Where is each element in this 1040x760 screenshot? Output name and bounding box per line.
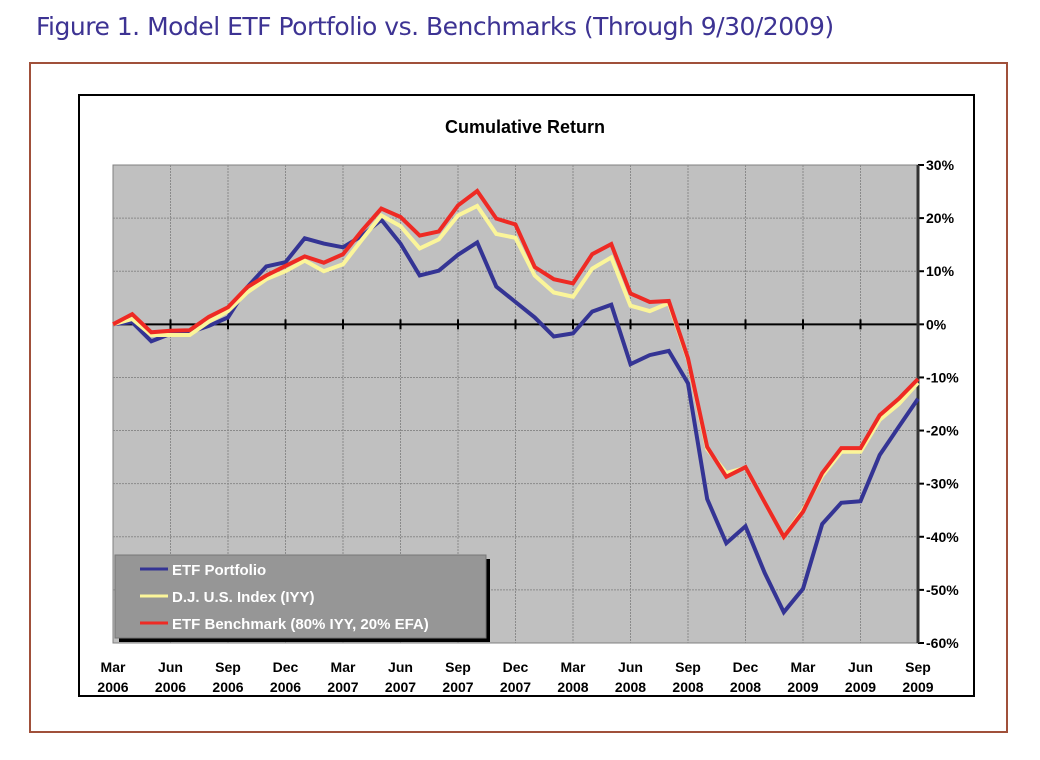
legend-box — [114, 554, 487, 639]
x-tick-label-year: 2008 — [730, 679, 761, 695]
x-tick-label-year: 2006 — [270, 679, 301, 695]
y-tick-label: 0% — [926, 316, 947, 332]
x-tick-label-month: Dec — [273, 659, 299, 675]
x-tick-label-month: Jun — [158, 659, 183, 675]
y-tick-label: -60% — [926, 635, 959, 651]
x-tick-label-month: Jun — [848, 659, 873, 675]
x-tick-label-year: 2009 — [845, 679, 876, 695]
y-tick-label: -30% — [926, 476, 959, 492]
x-tick-label-year: 2007 — [385, 679, 416, 695]
x-tick-label-year: 2007 — [442, 679, 473, 695]
x-tick-label-month: Mar — [561, 659, 586, 675]
figure-border — [29, 62, 1008, 733]
figure-title: Figure 1. Model ETF Portfolio vs. Benchm… — [36, 12, 834, 41]
x-tick-label-month: Sep — [445, 659, 471, 675]
series-line-etf-benchmark — [112, 188, 920, 541]
y-tick-label: 10% — [926, 263, 955, 279]
x-tick-label-year: 2008 — [672, 679, 703, 695]
x-tick-label-year: 2009 — [787, 679, 818, 695]
y-tick-label: -20% — [926, 423, 959, 439]
x-tick-label-month: Dec — [733, 659, 759, 675]
x-tick-label-month: Sep — [905, 659, 931, 675]
x-tick-label-month: Jun — [618, 659, 643, 675]
x-tick-label-month: Mar — [331, 659, 356, 675]
x-tick-label-month: Sep — [215, 659, 241, 675]
x-tick-label-year: 2008 — [557, 679, 588, 695]
x-tick-label-month: Mar — [791, 659, 816, 675]
y-tick-label: -10% — [926, 369, 959, 385]
x-tick-label-year: 2006 — [97, 679, 128, 695]
x-tick-label-month: Sep — [675, 659, 701, 675]
legend-label: D.J. U.S. Index (IYY) — [172, 589, 315, 606]
x-tick-label-month: Jun — [388, 659, 413, 675]
legend-label: ETF Portfolio — [172, 562, 266, 579]
x-tick-label-month: Mar — [101, 659, 126, 675]
x-tick-label-year: 2009 — [902, 679, 933, 695]
y-tick-label: -50% — [926, 582, 959, 598]
legend-label: ETF Benchmark (80% IYY, 20% EFA) — [172, 616, 429, 633]
x-tick-label-year: 2007 — [500, 679, 531, 695]
y-tick-label: 20% — [926, 210, 955, 226]
y-tick-label: 30% — [926, 157, 955, 173]
x-tick-label-month: Dec — [503, 659, 529, 675]
x-tick-label-year: 2007 — [327, 679, 358, 695]
x-tick-label-year: 2006 — [155, 679, 186, 695]
x-tick-label-year: 2008 — [615, 679, 646, 695]
x-tick-label-year: 2006 — [212, 679, 243, 695]
y-tick-label: -40% — [926, 529, 959, 545]
chart-title: Cumulative Return — [445, 117, 605, 137]
